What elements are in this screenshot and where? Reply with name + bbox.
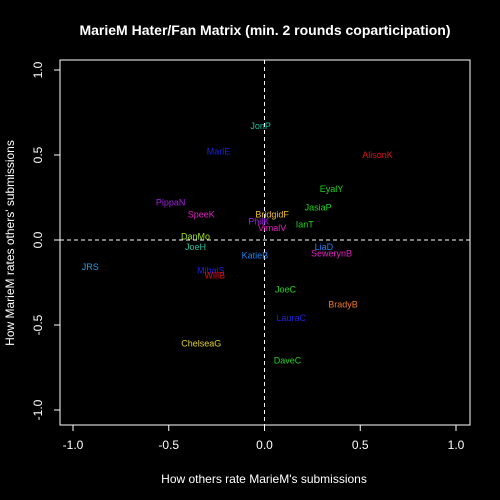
point-label: JonP [250,121,271,131]
y-axis: -1.0 -0.5 0.0 0.5 1.0 [31,61,60,420]
point-label: LauraC [277,313,307,323]
y-tick-label: 1.0 [31,61,45,78]
x-axis-label: How others rate MarieM's submissions [161,472,367,486]
point-label: JoeH [185,242,206,252]
point-label: SewerynB [311,249,352,259]
point-label: DaveC [274,356,302,366]
point-label: MihaiS [197,266,225,276]
point-label: JoeC [275,284,297,294]
y-tick-label: -0.5 [31,314,45,335]
point-label: WillB [204,271,225,281]
point-label: BradyB [328,300,358,310]
point-label: MarlE [207,147,231,157]
x-tick-label: -0.5 [158,438,179,452]
x-tick-label: 0.0 [256,438,273,452]
point-label: AlisonK [362,150,393,160]
y-tick-label: 0.0 [31,231,45,248]
point-label: LiaD [315,242,334,252]
point-label: IanT [296,220,315,230]
x-axis: -1.0 -0.5 0.0 0.5 1.0 [63,425,465,452]
reference-lines [60,60,470,425]
point-label: ChelseaG [181,339,221,349]
point-label: BridgidF [255,210,289,220]
chart-title: MarieM Hater/Fan Matrix (min. 2 rounds c… [79,22,450,38]
point-label: PhilK [248,216,269,226]
point-label: VimalV [258,223,286,233]
point-label: EyalY [320,184,344,194]
point-label: SpeeK [188,210,215,220]
point-label: JRS [82,262,99,272]
point-label: KatieB [242,250,269,260]
point-label: JasiaP [305,203,332,213]
point-label: PippaN [156,198,186,208]
x-tick-label: 0.5 [352,438,369,452]
y-tick-label: -1.0 [31,399,45,420]
y-tick-label: 0.5 [31,146,45,163]
x-tick-label: 1.0 [448,438,465,452]
x-tick-label: -1.0 [63,438,84,452]
point-label: DanMo [181,232,210,242]
y-axis-label: How MarieM rates others' submissions [3,140,17,346]
